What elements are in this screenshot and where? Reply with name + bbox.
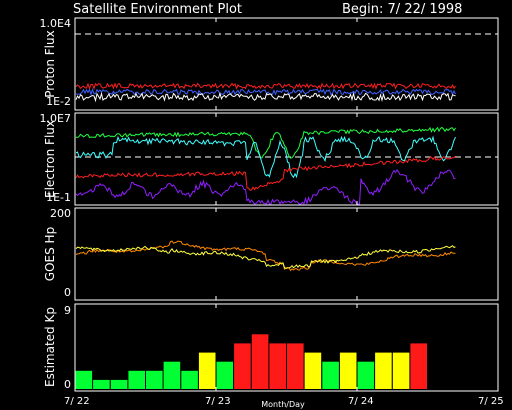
x-tick-label: 7/ 24 xyxy=(348,396,374,407)
kp-bar xyxy=(375,352,392,389)
kp-bar xyxy=(128,370,145,389)
kp-bar xyxy=(357,361,375,389)
kp-bar xyxy=(410,343,427,389)
kp-bar xyxy=(146,370,163,389)
electron-flux-traces xyxy=(75,126,456,206)
x-tick-label: 7/ 22 xyxy=(64,396,90,407)
kp-bar xyxy=(304,352,322,389)
kp-bar xyxy=(392,352,410,389)
kp-panel-frame xyxy=(74,303,499,392)
kp-bar xyxy=(181,370,198,389)
electron-trace-green xyxy=(75,126,456,159)
proton-trace-blue xyxy=(75,88,456,96)
kp-bar xyxy=(216,361,234,389)
goes-hp-ytick-top: 200 xyxy=(50,207,71,220)
goes-hp-panel-frame xyxy=(74,207,499,301)
kp-bar xyxy=(322,361,339,389)
electron-trace-red xyxy=(75,155,456,191)
electron-ylabel: Electron Flux xyxy=(43,120,57,198)
plot-title: Satellite Environment Plot xyxy=(73,2,242,17)
goes-hp-ylabel: GOES Hp xyxy=(43,227,57,281)
proton-trace-white xyxy=(75,91,456,103)
kp-bar xyxy=(287,343,304,389)
kp-bar xyxy=(234,343,251,389)
electron-trace-purple xyxy=(75,168,456,206)
begin-date: Begin: 7/ 22/ 1998 xyxy=(342,2,462,17)
goes-hp-ytick-bottom: 0 xyxy=(64,286,71,299)
electron-trace-cyan xyxy=(75,135,456,179)
electron-ytick-bottom: 1E-1 xyxy=(46,191,71,204)
kp-bar xyxy=(75,370,93,389)
kp-bar xyxy=(93,379,110,389)
kp-bar xyxy=(269,343,286,389)
kp-bar xyxy=(198,352,216,389)
proton-ylabel: Proton Flux xyxy=(43,30,57,97)
kp-ytick-bottom: 0 xyxy=(64,378,71,391)
proton-ytick-bottom: 1E-2 xyxy=(46,95,71,108)
kp-bar xyxy=(163,361,181,389)
electron-ytick-top: 1.0E7 xyxy=(40,112,71,125)
kp-bar xyxy=(339,352,357,389)
proton-panel-frame xyxy=(74,17,499,111)
kp-bar xyxy=(110,379,128,389)
proton-flux-traces xyxy=(75,82,456,103)
proton-trace-red xyxy=(75,82,456,91)
kp-bar xyxy=(251,334,269,389)
x-axis-label: Month/Day xyxy=(261,400,305,409)
electron-panel-frame xyxy=(74,112,499,206)
proton-ytick-top: 1.0E4 xyxy=(40,17,71,30)
x-tick-label: 7/ 23 xyxy=(205,396,231,407)
goes-hp-trace-yellow xyxy=(75,245,456,269)
kp-bars xyxy=(75,334,427,389)
x-axis-ticks xyxy=(74,18,499,391)
goes-hp-traces xyxy=(75,240,456,272)
x-tick-label: 7/ 25 xyxy=(478,396,504,407)
kp-ytick-top: 9 xyxy=(64,304,71,317)
goes-hp-trace-orange xyxy=(75,240,456,272)
kp-ylabel: Estimated Kp xyxy=(43,307,57,387)
